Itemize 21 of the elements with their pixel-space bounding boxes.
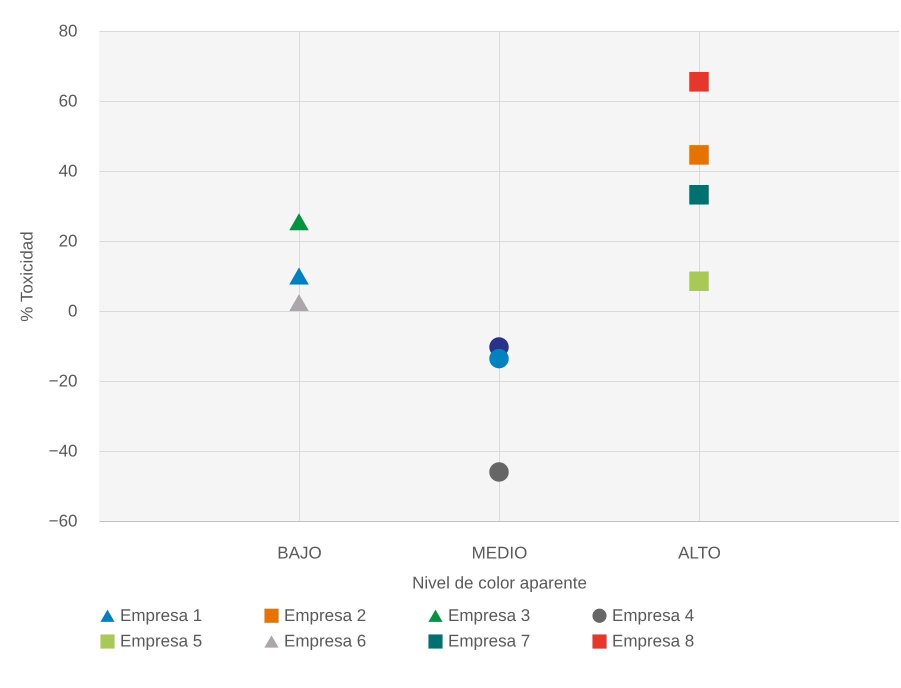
x-tick-label: ALTO — [678, 544, 721, 562]
x-axis-title: Nivel de color aparente — [412, 574, 587, 592]
y-tick-label: −60 — [48, 512, 78, 530]
y-tick-label: −40 — [48, 442, 78, 460]
legend-label: Empresa 3 — [448, 606, 530, 625]
y-tick-label: 20 — [58, 232, 78, 250]
legend-label: Empresa 1 — [120, 606, 202, 625]
legend-label: Empresa 5 — [120, 632, 202, 650]
y-axis-title: % Toxicidad — [18, 231, 37, 322]
legend-label: Empresa 6 — [284, 632, 366, 650]
legend-label: Empresa 7 — [448, 632, 530, 650]
legend-label: Empresa 2 — [284, 606, 366, 625]
x-tick-label: BAJO — [277, 544, 322, 562]
y-tick-label: 60 — [58, 92, 78, 110]
x-tick-label: MEDIO — [472, 544, 528, 562]
legend-label: Empresa 4 — [612, 606, 694, 625]
legend-label: Empresa 8 — [612, 632, 694, 650]
y-tick-label: 40 — [58, 162, 78, 180]
y-tick-label: −20 — [48, 372, 78, 390]
y-tick-label: 0 — [68, 302, 78, 320]
y-tick-label: 80 — [58, 22, 78, 40]
